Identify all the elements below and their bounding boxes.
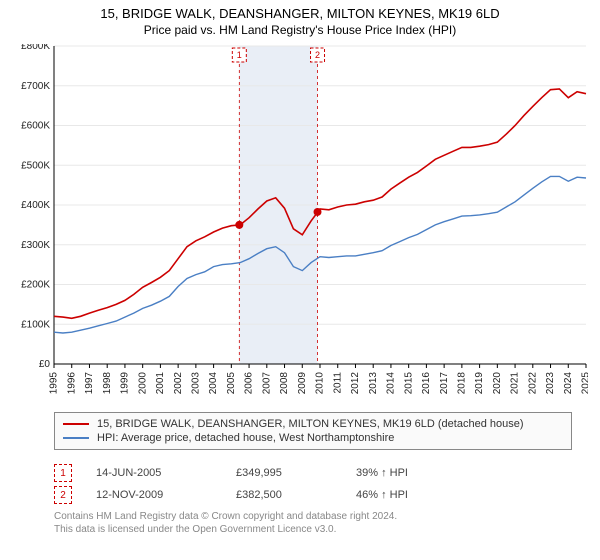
svg-text:£800K: £800K <box>21 44 50 52</box>
svg-text:£0: £0 <box>39 359 51 370</box>
event-delta: 39% ↑ HPI <box>356 467 476 479</box>
legend-label: 15, BRIDGE WALK, DEANSHANGER, MILTON KEY… <box>97 418 524 430</box>
svg-text:1999: 1999 <box>120 372 131 395</box>
event-price: £349,995 <box>236 467 356 479</box>
svg-text:2010: 2010 <box>315 372 326 395</box>
legend: 15, BRIDGE WALK, DEANSHANGER, MILTON KEY… <box>54 412 572 450</box>
svg-text:2006: 2006 <box>244 372 255 395</box>
legend-item-property: 15, BRIDGE WALK, DEANSHANGER, MILTON KEY… <box>63 417 563 431</box>
svg-text:2013: 2013 <box>368 372 379 395</box>
svg-text:£400K: £400K <box>21 200 50 211</box>
svg-text:2021: 2021 <box>510 372 521 395</box>
svg-text:2002: 2002 <box>173 372 184 395</box>
svg-text:1996: 1996 <box>66 372 77 395</box>
svg-text:£300K: £300K <box>21 240 50 251</box>
svg-text:2007: 2007 <box>261 372 272 395</box>
svg-text:2017: 2017 <box>439 372 450 395</box>
disclaimer-line: Contains HM Land Registry data © Crown c… <box>54 510 397 523</box>
events-table: 1 14-JUN-2005 £349,995 39% ↑ HPI 2 12-NO… <box>54 462 476 506</box>
svg-text:2014: 2014 <box>386 372 397 395</box>
svg-text:2008: 2008 <box>279 372 290 395</box>
svg-text:2011: 2011 <box>332 372 343 394</box>
page-subtitle: Price paid vs. HM Land Registry's House … <box>0 21 600 37</box>
svg-text:£200K: £200K <box>21 280 50 291</box>
svg-text:2004: 2004 <box>208 372 219 395</box>
disclaimer: Contains HM Land Registry data © Crown c… <box>54 510 397 536</box>
disclaimer-line: This data is licensed under the Open Gov… <box>54 523 397 536</box>
svg-text:2022: 2022 <box>527 372 538 395</box>
svg-text:2015: 2015 <box>403 372 414 395</box>
legend-item-hpi: HPI: Average price, detached house, West… <box>63 431 563 445</box>
svg-text:2000: 2000 <box>137 372 148 395</box>
svg-text:2025: 2025 <box>581 372 588 395</box>
price-chart: £0 £100K £200K £300K £400K £500K £600K £700K £80… <box>12 44 588 406</box>
svg-text:1: 1 <box>237 50 242 60</box>
event-row: 2 12-NOV-2009 £382,500 46% ↑ HPI <box>54 484 476 506</box>
event-marker-icon: 1 <box>54 464 72 482</box>
svg-text:2001: 2001 <box>155 372 166 395</box>
svg-text:£500K: £500K <box>21 160 50 171</box>
event-date: 12-NOV-2009 <box>96 489 236 501</box>
svg-text:2009: 2009 <box>297 372 308 395</box>
svg-text:1997: 1997 <box>84 372 95 395</box>
svg-text:2: 2 <box>315 50 320 60</box>
svg-text:2020: 2020 <box>492 372 503 395</box>
svg-text:2016: 2016 <box>421 372 432 395</box>
event-delta: 46% ↑ HPI <box>356 489 476 501</box>
svg-text:1995: 1995 <box>49 372 60 395</box>
svg-text:2019: 2019 <box>474 372 485 395</box>
event-date: 14-JUN-2005 <box>96 467 236 479</box>
svg-text:1998: 1998 <box>102 372 113 395</box>
event-row: 1 14-JUN-2005 £349,995 39% ↑ HPI <box>54 462 476 484</box>
page-title: 15, BRIDGE WALK, DEANSHANGER, MILTON KEY… <box>0 0 600 21</box>
event-price: £382,500 <box>236 489 356 501</box>
event-marker-icon: 2 <box>54 486 72 504</box>
svg-text:2003: 2003 <box>191 372 202 395</box>
svg-text:2012: 2012 <box>350 372 361 395</box>
svg-text:£600K: £600K <box>21 121 50 132</box>
svg-text:2023: 2023 <box>545 372 556 395</box>
svg-text:2024: 2024 <box>563 372 574 395</box>
svg-text:2018: 2018 <box>457 372 468 395</box>
legend-label: HPI: Average price, detached house, West… <box>97 432 394 444</box>
svg-text:2005: 2005 <box>226 372 237 395</box>
svg-text:£100K: £100K <box>21 319 50 330</box>
svg-text:£700K: £700K <box>21 81 50 92</box>
